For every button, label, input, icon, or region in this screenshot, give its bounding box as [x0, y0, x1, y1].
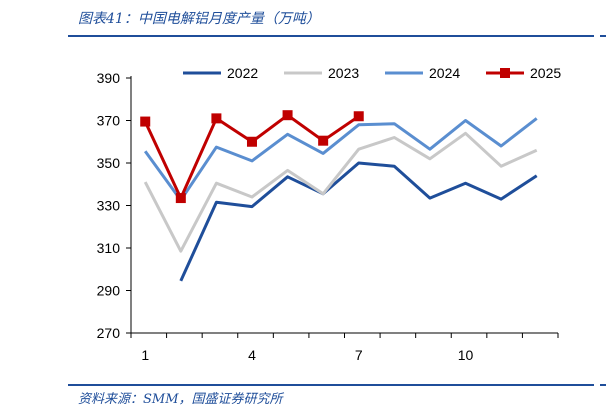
top-rule — [68, 35, 594, 37]
legend-label: 2022 — [227, 65, 258, 81]
x-tick-label: 7 — [355, 347, 363, 363]
bottom-rule-right — [600, 384, 606, 386]
y-tick-label: 310 — [97, 240, 121, 256]
y-tick-label: 350 — [97, 155, 121, 171]
chart-axes: 270 290 310 330 350 370 390 1 4 7 10 — [97, 70, 559, 363]
data-point-2025 — [318, 135, 329, 146]
legend-item-2024: 2024 — [385, 65, 460, 81]
legend-item-2023: 2023 — [284, 65, 359, 81]
series-2024 — [143, 117, 538, 202]
legend-marker — [500, 68, 510, 78]
series-layer — [140, 110, 538, 282]
legend-item-2025: 2025 — [486, 65, 561, 81]
series-line-2024 — [143, 117, 538, 202]
y-tick-label: 330 — [97, 198, 121, 214]
legend: 2022 2023 2024 2025 — [183, 65, 561, 81]
legend-label: 2025 — [530, 65, 561, 81]
y-tick-label: 290 — [97, 283, 121, 299]
x-tick-label: 10 — [458, 347, 474, 363]
legend-label: 2023 — [328, 65, 359, 81]
data-point-2025 — [282, 110, 293, 121]
data-point-2025 — [246, 136, 257, 147]
data-point-2025 — [211, 113, 222, 124]
data-point-2025 — [175, 193, 186, 204]
series-2023 — [143, 131, 538, 253]
series-line-2022 — [179, 161, 538, 282]
series-line-2023 — [143, 131, 538, 253]
series-2022 — [179, 161, 538, 282]
legend-label: 2024 — [429, 65, 460, 81]
series-line-2025 — [143, 113, 360, 200]
bottom-rule — [68, 384, 594, 386]
figure-title: 图表41：中国电解铝月度产量（万吨） — [78, 11, 320, 27]
data-point-2025 — [140, 116, 151, 127]
data-point-2025 — [353, 111, 364, 122]
legend-item-2022: 2022 — [183, 65, 258, 81]
y-tick-label: 370 — [97, 113, 121, 129]
top-rule-right — [600, 35, 606, 37]
series-2025 — [140, 110, 364, 204]
y-tick-label: 390 — [97, 70, 121, 86]
source-note: 资料来源：SMM，国盛证券研究所 — [78, 392, 283, 407]
x-tick-label: 1 — [141, 347, 149, 363]
y-tick-label: 270 — [97, 325, 121, 341]
x-tick-label: 4 — [248, 347, 256, 363]
